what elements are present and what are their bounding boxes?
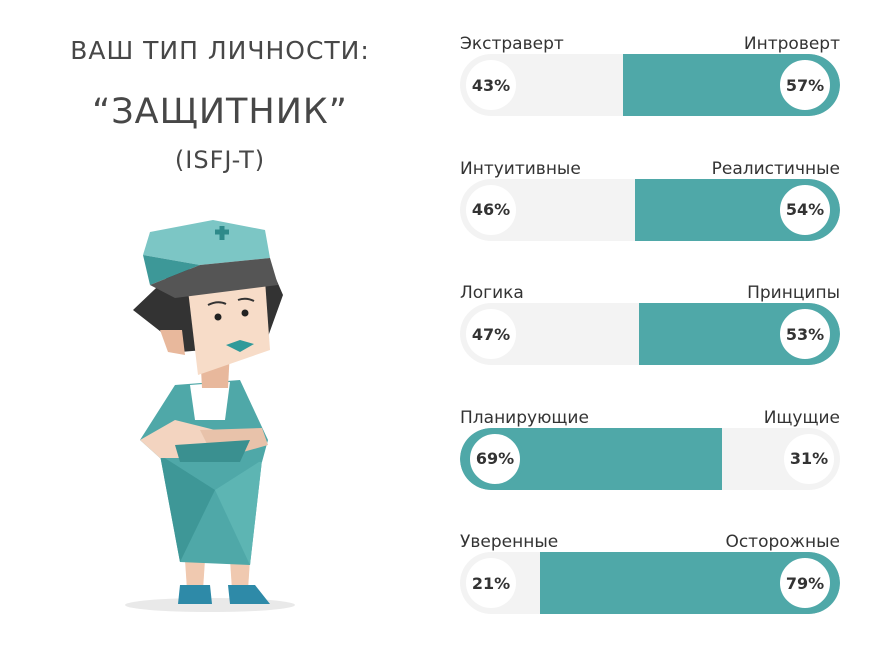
left-percent: 69%: [466, 429, 524, 488]
right-percent: 31%: [784, 433, 834, 484]
left-percent: 43%: [466, 60, 516, 110]
trait-bar-track: 46% 54%: [460, 178, 840, 241]
trait-left-label: Уверенные: [460, 532, 559, 552]
trait-bar-track: 21% 79%: [460, 552, 840, 614]
trait-bar-track: 47% 53%: [460, 303, 840, 365]
trait-left-label: Интуитивные: [460, 158, 581, 179]
trait-right-label: Ищущие: [763, 407, 840, 428]
left-percent: 47%: [466, 309, 516, 359]
left-percent: 21%: [466, 558, 516, 608]
right-percent: 54%: [776, 180, 834, 239]
left-percent: 46%: [466, 184, 516, 235]
title-line: ВАШ ТИП ЛИЧНОСТИ:: [70, 36, 370, 65]
trait-left-label: Планирующие: [460, 407, 589, 428]
trait-right-label: Принципы: [747, 283, 840, 303]
personality-type-name: “ЗАЩИТНИК”: [92, 92, 348, 132]
trait-right-label: Интроверт: [743, 34, 840, 54]
trait-left-label: Логика: [460, 283, 524, 303]
trait-left-label: Экстраверт: [460, 34, 564, 54]
trait-bar-track: 43% 57%: [460, 54, 840, 116]
trait-bar-track: 69% 31%: [460, 427, 840, 490]
right-percent: 79%: [776, 554, 834, 612]
right-percent: 57%: [776, 56, 834, 114]
trait-right-label: Реалистичные: [711, 158, 840, 179]
right-percent: 53%: [776, 305, 834, 363]
trait-right-label: Осторожные: [725, 532, 840, 552]
personality-type-code: (ISFJ-T): [174, 146, 266, 174]
